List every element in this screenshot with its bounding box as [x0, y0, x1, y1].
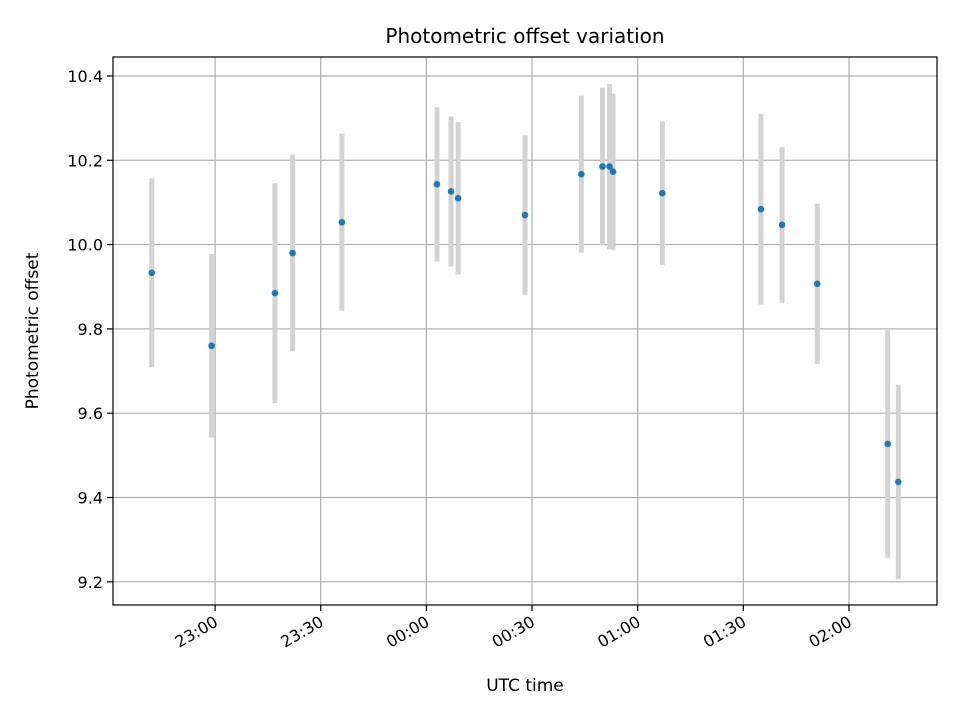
y-tick-label: 10.2 [67, 151, 103, 170]
data-point [521, 211, 529, 219]
x-tick-label: 00:30 [489, 612, 538, 652]
data-point [578, 170, 585, 178]
data-point [884, 440, 892, 448]
y-tick-label: 9.4 [78, 489, 103, 508]
y-tick-label: 10.0 [67, 236, 103, 255]
data-point [289, 249, 296, 257]
data-point [599, 163, 606, 170]
y-tick-label: 10.4 [67, 67, 103, 86]
x-tick-label: 01:30 [700, 612, 749, 652]
data-point [433, 181, 441, 188]
y-tick-label: 9.2 [78, 573, 103, 592]
x-tick-label: 00:00 [383, 612, 432, 652]
x-tick-label: 23:00 [172, 612, 221, 652]
x-axis-ticks: 23:00 23:30 00:00 00:30 01:00 01:30 02:00 [172, 605, 855, 652]
data-point [271, 289, 279, 297]
chart-title: Photometric offset variation [385, 24, 664, 48]
data-point [778, 221, 786, 229]
data-points [148, 163, 902, 486]
y-tick-label: 9.8 [78, 320, 103, 339]
data-point [757, 205, 765, 213]
data-point [148, 269, 156, 277]
data-point [609, 168, 617, 175]
y-tick-label: 9.6 [78, 404, 103, 423]
y-axis-ticks: 9.2 9.4 9.6 9.8 10.0 10.2 10.4 [67, 67, 113, 592]
x-tick-label: 02:00 [806, 612, 855, 652]
data-point [606, 163, 613, 170]
data-point [813, 280, 821, 288]
data-point [208, 342, 215, 350]
data-point [454, 194, 462, 202]
x-tick-label: 01:00 [594, 612, 643, 652]
data-point [338, 218, 346, 226]
plot-frame [112, 56, 938, 606]
data-point [894, 478, 902, 486]
data-point [447, 188, 455, 195]
x-tick-label: 23:30 [277, 612, 326, 652]
y-axis-label: Photometric offset [23, 252, 43, 409]
error-bars [149, 83, 901, 579]
data-point [659, 189, 666, 197]
x-axis-label: UTC time [486, 676, 564, 696]
